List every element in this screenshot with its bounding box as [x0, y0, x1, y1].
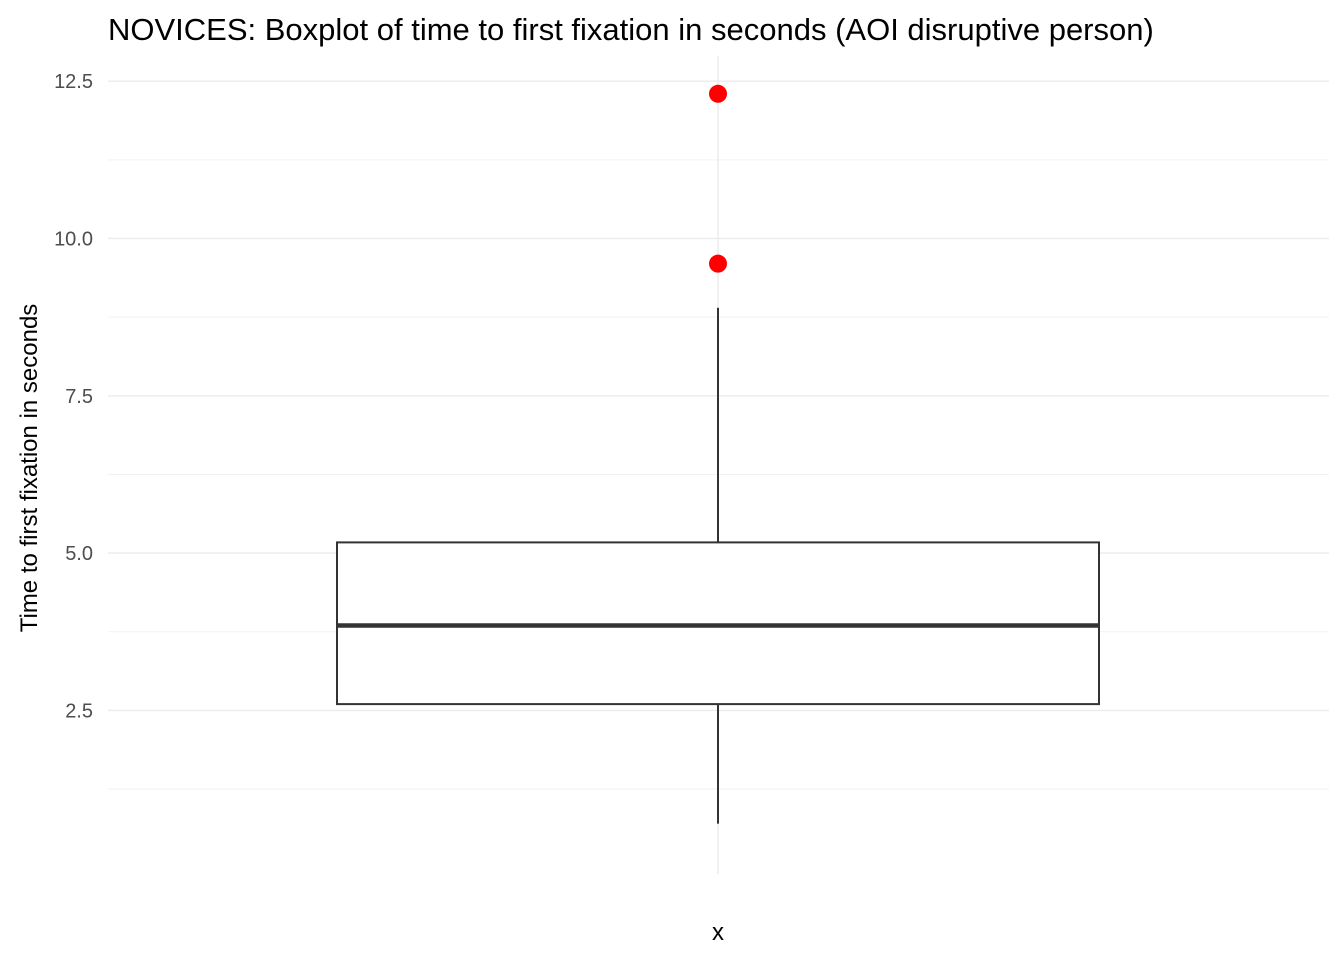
outlier-point [709, 84, 727, 103]
y-tick-label: 10.0 [54, 228, 93, 250]
chart-title: NOVICES: Boxplot of time to first fixati… [108, 12, 1154, 47]
outlier-point [709, 254, 727, 273]
y-axis-title: Time to first fixation in seconds [16, 304, 43, 633]
y-tick-labels: 2.5 5.0 7.5 10.0 12.5 [54, 71, 93, 722]
y-tick-label: 5.0 [65, 543, 93, 565]
box-layer [336, 307, 1100, 824]
y-tick-label: 2.5 [65, 700, 93, 722]
x-axis-title: x [712, 919, 724, 946]
outliers-layer [709, 84, 727, 273]
y-tick-label: 7.5 [65, 386, 93, 408]
y-tick-label: 12.5 [54, 71, 93, 93]
